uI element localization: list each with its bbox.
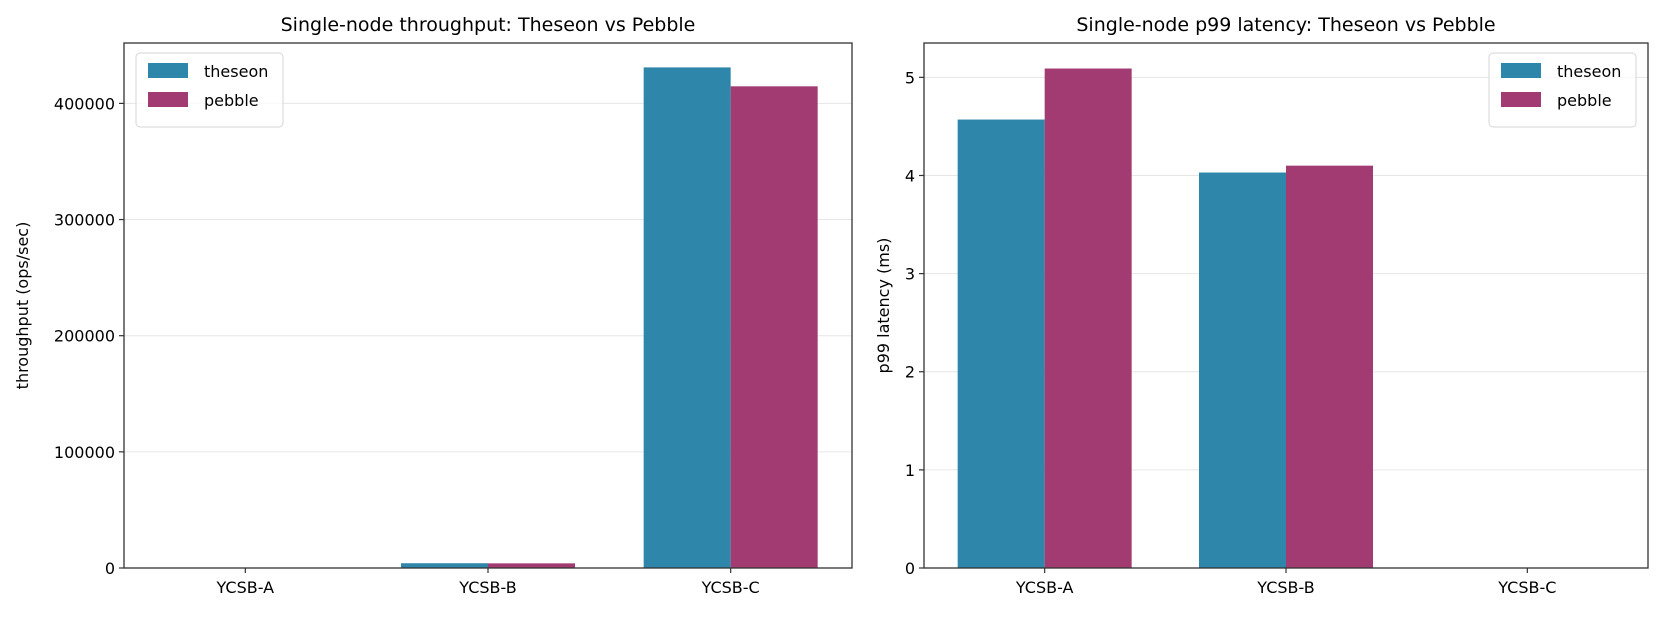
axes-frame: [923, 42, 1649, 569]
y-tick-label: 2: [905, 363, 915, 382]
y-tick-label: 0: [905, 559, 915, 578]
y-tick-label: 300000: [54, 211, 115, 230]
chart-title: Single-node throughput: Theseon vs Pebbl…: [281, 14, 696, 36]
y-axis-label: p99 latency (ms): [874, 238, 893, 374]
bar-theseon-YCSB-A: [957, 119, 1045, 568]
y-tick-label: 1: [905, 461, 915, 480]
x-tick-label: YCSB-A: [216, 578, 275, 597]
x-tick-label: YCSB-C: [701, 578, 760, 597]
bar-pebble-YCSB-A: [1044, 68, 1132, 569]
legend-label-theseon: theseon: [204, 62, 268, 81]
axes-frame: [123, 42, 853, 569]
y-tick-label: 3: [905, 265, 915, 284]
legend-swatch-pebble: [1501, 92, 1541, 107]
y-tick-label: 0: [105, 559, 115, 578]
x-tick-label: YCSB-B: [1256, 578, 1314, 597]
bar-pebble-YCSB-B: [1286, 165, 1373, 568]
y-tick-label: 400000: [54, 94, 115, 113]
y-tick-label: 100000: [54, 443, 115, 462]
chart-title: Single-node p99 latency: Theseon vs Pebb…: [1076, 14, 1495, 36]
chart-2: 0 1 2 3 4 5 YCSB-A YCSB-B YCSB-C Single-node p99 …: [874, 14, 1649, 597]
legend-swatch-theseon: [1501, 63, 1541, 78]
bar-theseon-YCSB-C: [643, 67, 731, 568]
chart-1: 0 100000 200000 300000 400000 YCSB-A YCSB-B YCS…: [13, 14, 853, 597]
legend: theseon pebble: [1488, 52, 1637, 128]
legend: theseon pebble: [135, 52, 284, 128]
x-tick-label: YCSB-B: [458, 578, 516, 597]
bar-theseon-YCSB-B: [401, 563, 488, 568]
y-tick-label: 5: [905, 68, 915, 87]
legend-swatch-theseon: [148, 63, 188, 78]
y-axis-label: throughput (ops/sec): [13, 222, 32, 390]
bar-pebble-YCSB-C: [730, 86, 818, 569]
bar-theseon-YCSB-B: [1199, 172, 1286, 568]
legend-label-pebble: pebble: [204, 91, 259, 110]
y-tick-label: 4: [905, 166, 915, 185]
y-tick-label: 200000: [54, 327, 115, 346]
legend-label-theseon: theseon: [1557, 62, 1621, 81]
bar-pebble-YCSB-B: [488, 563, 575, 568]
x-tick-label: YCSB-A: [1015, 578, 1074, 597]
legend-swatch-pebble: [148, 92, 188, 107]
x-tick-label: YCSB-C: [1497, 578, 1556, 597]
legend-label-pebble: pebble: [1557, 91, 1612, 110]
